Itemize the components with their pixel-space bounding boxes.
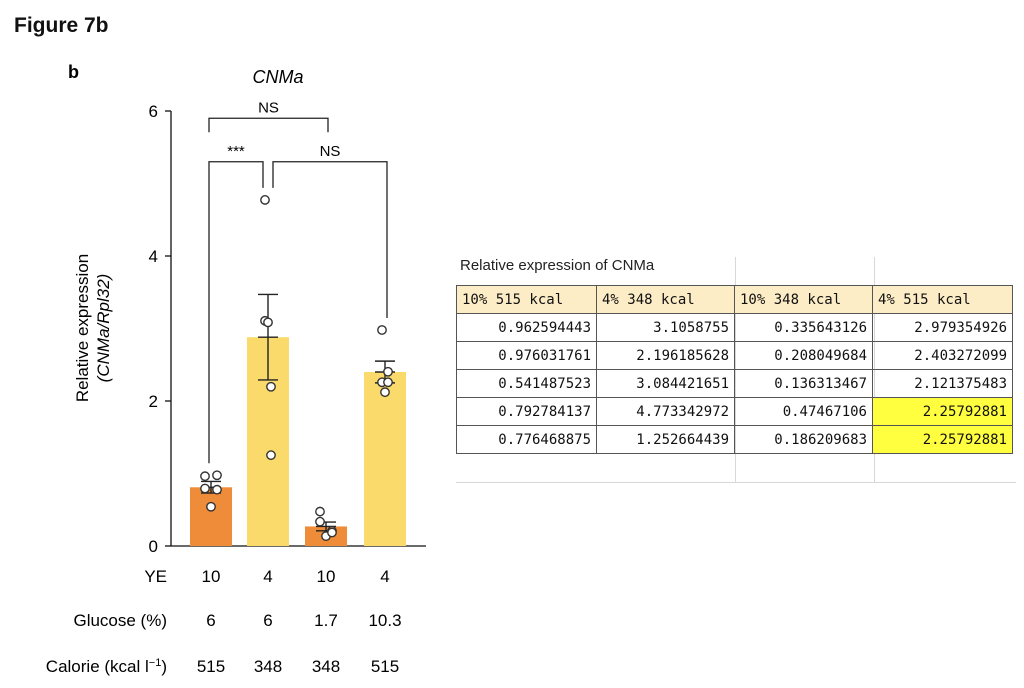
y-tick-label: 2 — [149, 392, 158, 411]
data-table: 10% 515 kcal 4% 348 kcal 10% 348 kcal 4% 51… — [456, 285, 1013, 454]
data-point — [380, 387, 390, 398]
table-row: 0.541487523 3.084421651 0.136313467 2.12137… — [456, 369, 1013, 398]
table-cell: 0.208049684 — [734, 341, 873, 370]
x-row-value: 1.7 — [314, 611, 338, 630]
table-cell: 3.084421651 — [596, 369, 735, 398]
table-cell: 2.121375483 — [872, 369, 1013, 398]
table-cell: 0.186209683 — [734, 425, 873, 454]
column-header: 4% 515 kcal — [872, 285, 1013, 314]
data-point — [260, 195, 270, 205]
table-row: 0.792784137 4.773342972 0.47467106 2.257928… — [456, 397, 1013, 426]
data-point — [383, 366, 393, 377]
data-point — [266, 381, 276, 392]
data-point — [315, 506, 325, 517]
table-cell: 0.335643126 — [734, 313, 873, 342]
data-point — [200, 483, 210, 494]
x-row-value: 4 — [380, 567, 389, 586]
data-point — [212, 470, 222, 481]
x-row-label: Glucose (%) — [73, 611, 167, 630]
y-tick-label: 6 — [149, 102, 158, 121]
data-table-panel: Relative expression of CNMa 10% 515 kcal… — [456, 257, 1016, 483]
column-header: 4% 348 kcal — [596, 285, 735, 314]
bar-4 — [364, 372, 406, 546]
x-row-value: 515 — [371, 657, 399, 676]
x-row-label: Calorie (kcal l−1) — [46, 657, 167, 676]
data-point — [266, 450, 276, 461]
y-axis-label: Relative expression — [73, 254, 92, 402]
table-body: 0.962594443 3.1058755 0.335643126 2.9793549… — [456, 313, 1013, 454]
table-row: 0.976031761 2.196185628 0.208049684 2.40327… — [456, 341, 1013, 370]
column-header: 10% 515 kcal — [456, 285, 597, 314]
table-cell: 2.196185628 — [596, 341, 735, 370]
x-row-value: 348 — [312, 657, 340, 676]
data-point — [377, 325, 387, 335]
table-row: 0.962594443 3.1058755 0.335643126 2.9793549… — [456, 313, 1013, 342]
x-row-value: 348 — [254, 657, 282, 676]
x-row-value: 6 — [206, 611, 215, 630]
significance-label: NS — [320, 143, 341, 160]
table-cell: 0.962594443 — [456, 313, 597, 342]
sheet-gridline — [456, 482, 1016, 483]
x-row-value: 10.3 — [368, 611, 401, 630]
bar-1 — [190, 487, 232, 546]
panel-label: b — [68, 62, 79, 82]
chart-title: CNMa — [252, 67, 303, 87]
figure-title: Figure 7b — [14, 14, 109, 37]
significance-bracket — [208, 161, 264, 464]
data-point — [206, 501, 216, 512]
table-cell: 0.136313467 — [734, 369, 873, 398]
column-header: 10% 348 kcal — [734, 285, 873, 314]
table-row: 0.776468875 1.252664439 0.186209683 2.25792… — [456, 425, 1013, 454]
table-cell: 2.25792881 — [872, 397, 1013, 426]
significance-bracket — [208, 117, 329, 133]
table-cell: 0.776468875 — [456, 425, 597, 454]
x-row-label: YE — [144, 567, 167, 586]
x-row-value: 6 — [263, 611, 272, 630]
data-point — [212, 484, 222, 495]
significance-label: *** — [227, 143, 245, 160]
table-cell: 3.1058755 — [596, 313, 735, 342]
bar-chart: b CNMa 0 2 4 6 Relative expression (CNMa/Rpl32)… — [46, 62, 426, 676]
x-row-value: 4 — [263, 567, 272, 586]
y-axis-label-sub: (CNMa/Rpl32) — [94, 274, 113, 383]
table-cell: 0.792784137 — [456, 397, 597, 426]
table-title: Relative expression of CNMa — [460, 257, 655, 274]
table-cell: 2.403272099 — [872, 341, 1013, 370]
table-cell: 0.541487523 — [456, 369, 597, 398]
table-cell: 0.47467106 — [734, 397, 873, 426]
data-point — [327, 527, 337, 538]
x-row-value: 515 — [197, 657, 225, 676]
data-point — [383, 377, 393, 388]
y-tick-label: 0 — [149, 537, 158, 556]
table-cell: 0.976031761 — [456, 341, 597, 370]
data-point — [315, 516, 325, 527]
table-cell: 4.773342972 — [596, 397, 735, 426]
y-tick-label: 4 — [149, 247, 158, 266]
table-cell: 2.979354926 — [872, 313, 1013, 342]
table-cell: 2.25792881 — [872, 425, 1013, 454]
table-cell: 1.252664439 — [596, 425, 735, 454]
x-row-value: 10 — [317, 567, 336, 586]
significance-label: NS — [258, 99, 279, 116]
data-point — [200, 471, 210, 482]
data-point — [263, 317, 273, 328]
x-row-value: 10 — [202, 567, 221, 586]
table-header-row: 10% 515 kcal 4% 348 kcal 10% 348 kcal 4% 51… — [456, 285, 1013, 314]
significance-bracket — [272, 161, 388, 318]
